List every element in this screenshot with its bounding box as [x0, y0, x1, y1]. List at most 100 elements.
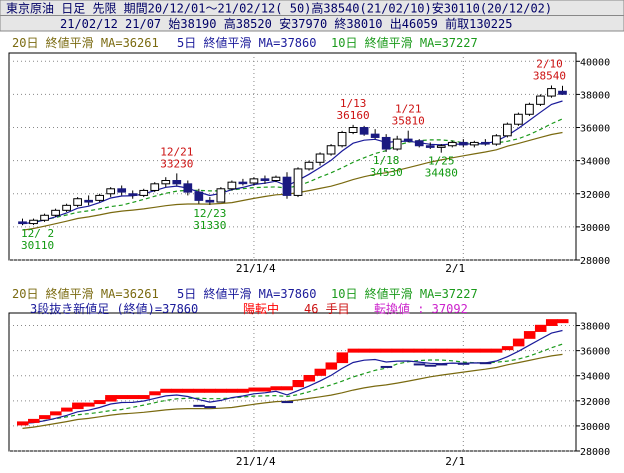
candle: [304, 160, 314, 171]
candle-body: [293, 168, 303, 196]
high-price-label: 36160: [337, 109, 370, 122]
renko-brick-up: [204, 388, 216, 393]
header-line2: 21/02/12 21/07 始38190 高38520 安37970 終380…: [60, 16, 512, 31]
renko-brick-up: [413, 348, 426, 353]
candle-body: [304, 161, 314, 170]
candle: [547, 85, 556, 98]
price-y-tick-label: 32000: [580, 190, 610, 201]
price-candles: [18, 85, 567, 226]
renko-brick-down: [413, 363, 426, 366]
renko-moving-averages: [22, 329, 563, 429]
renko-brick-up: [105, 397, 117, 402]
renko-brick-up: [435, 348, 448, 353]
candle: [403, 130, 413, 143]
renko-y-tick-label: 32000: [580, 397, 610, 408]
candle-body: [18, 221, 27, 225]
low-price-label: 34530: [370, 166, 403, 179]
renko-brick-up: [50, 411, 62, 416]
candle: [514, 112, 523, 126]
renko-method: 3段抜き新値足 (終値)=37860: [30, 301, 198, 316]
renko-brick-up: [325, 365, 338, 370]
renko-brick-down: [281, 401, 293, 404]
renko-y-tick-label: 28000: [580, 447, 610, 458]
candle-body: [106, 188, 116, 195]
renko-state: 陽転中: [243, 301, 279, 316]
candle-body: [525, 103, 534, 115]
candle-body: [447, 141, 457, 147]
candle-body: [172, 180, 182, 185]
price-y-tick-label: 40000: [580, 57, 610, 68]
renko-brick-up: [402, 348, 415, 353]
renko-brick-up: [314, 368, 327, 373]
renko-ma5-line: [22, 329, 563, 424]
renko-brick-up: [336, 352, 349, 357]
renko-brick-up: [523, 331, 536, 336]
price-x-tick-label: 2/1: [445, 262, 465, 275]
renko-y-tick-label: 38000: [580, 322, 610, 333]
candle: [51, 208, 60, 217]
price-y-ticks: 40000 38000 36000 34000 32000 30000 28000: [576, 57, 610, 267]
high-date-label: 12/21: [160, 145, 193, 158]
renko-legend-ma5: 5日 終値平滑 MA=37860: [177, 286, 316, 301]
candle-body: [370, 133, 380, 138]
candle-body: [183, 183, 193, 193]
candle-body: [29, 219, 38, 225]
candle: [18, 218, 27, 226]
price-y-tick-label: 36000: [580, 124, 610, 135]
candle-body: [536, 95, 545, 105]
legend-ma10: 10日 終値平滑 MA=37227: [331, 35, 478, 50]
candle: [183, 180, 193, 196]
renko-brick-up: [138, 395, 150, 400]
candle: [150, 182, 160, 193]
renko-y-tick-label: 34000: [580, 372, 610, 383]
price-x-tick-label: 21/1/4: [236, 262, 276, 275]
candle-body: [150, 183, 160, 191]
low-price-label: 31330: [193, 219, 226, 232]
candle: [40, 213, 49, 222]
renko-brick-up: [281, 386, 293, 391]
renko-legend-ma10: 10日 終値平滑 MA=37227: [331, 286, 478, 301]
candle-body: [194, 191, 204, 201]
candle-body: [558, 90, 567, 95]
candle: [62, 203, 71, 212]
candle-body: [458, 141, 468, 146]
renko-brick-up: [534, 327, 547, 332]
legend-ma20: 20日 終値平滑 MA=36261: [12, 35, 159, 50]
renko-brick-up: [336, 355, 349, 360]
renko-brick-up: [237, 388, 249, 393]
renko-bricks: [17, 319, 569, 426]
candle: [95, 193, 105, 203]
candle: [205, 197, 215, 205]
renko-brick-down: [457, 362, 470, 365]
header-line1: 東京原油 日足 先限 期間20/12/01～21/02/12( 50)高3854…: [6, 1, 552, 16]
candle: [558, 85, 567, 95]
price-grid: [9, 53, 576, 261]
renko-brick-up: [248, 387, 260, 392]
low-price-label: 30110: [21, 239, 54, 252]
renko-brick-up: [182, 388, 194, 393]
candle-body: [62, 204, 71, 211]
renko-brick-up: [347, 348, 360, 353]
candle-body: [216, 188, 226, 203]
renko-brick-up: [215, 388, 227, 393]
renko-brick-down: [204, 406, 216, 409]
candle: [492, 134, 501, 146]
candle-body: [249, 178, 259, 184]
candle-body: [227, 181, 237, 190]
renko-x-tick-label: 2/1: [445, 455, 465, 468]
low-date-label: 1/25: [428, 155, 455, 168]
renko-brick-up: [39, 415, 51, 420]
candle-body: [425, 145, 435, 148]
renko-brick-up: [28, 418, 40, 423]
renko-y-ticks: 38000 36000 34000 32000 30000 28000: [576, 322, 610, 458]
candle: [381, 134, 391, 152]
renko-brick-up: [446, 348, 459, 353]
candle: [73, 197, 82, 208]
renko-brick-up: [83, 402, 95, 407]
renko-brick-up: [72, 402, 84, 407]
renko-legend-ma20: 20日 終値平滑 MA=36261: [12, 286, 159, 301]
renko-brick-up: [545, 319, 558, 324]
renko-brick-up: [556, 319, 569, 324]
candle: [128, 190, 138, 199]
